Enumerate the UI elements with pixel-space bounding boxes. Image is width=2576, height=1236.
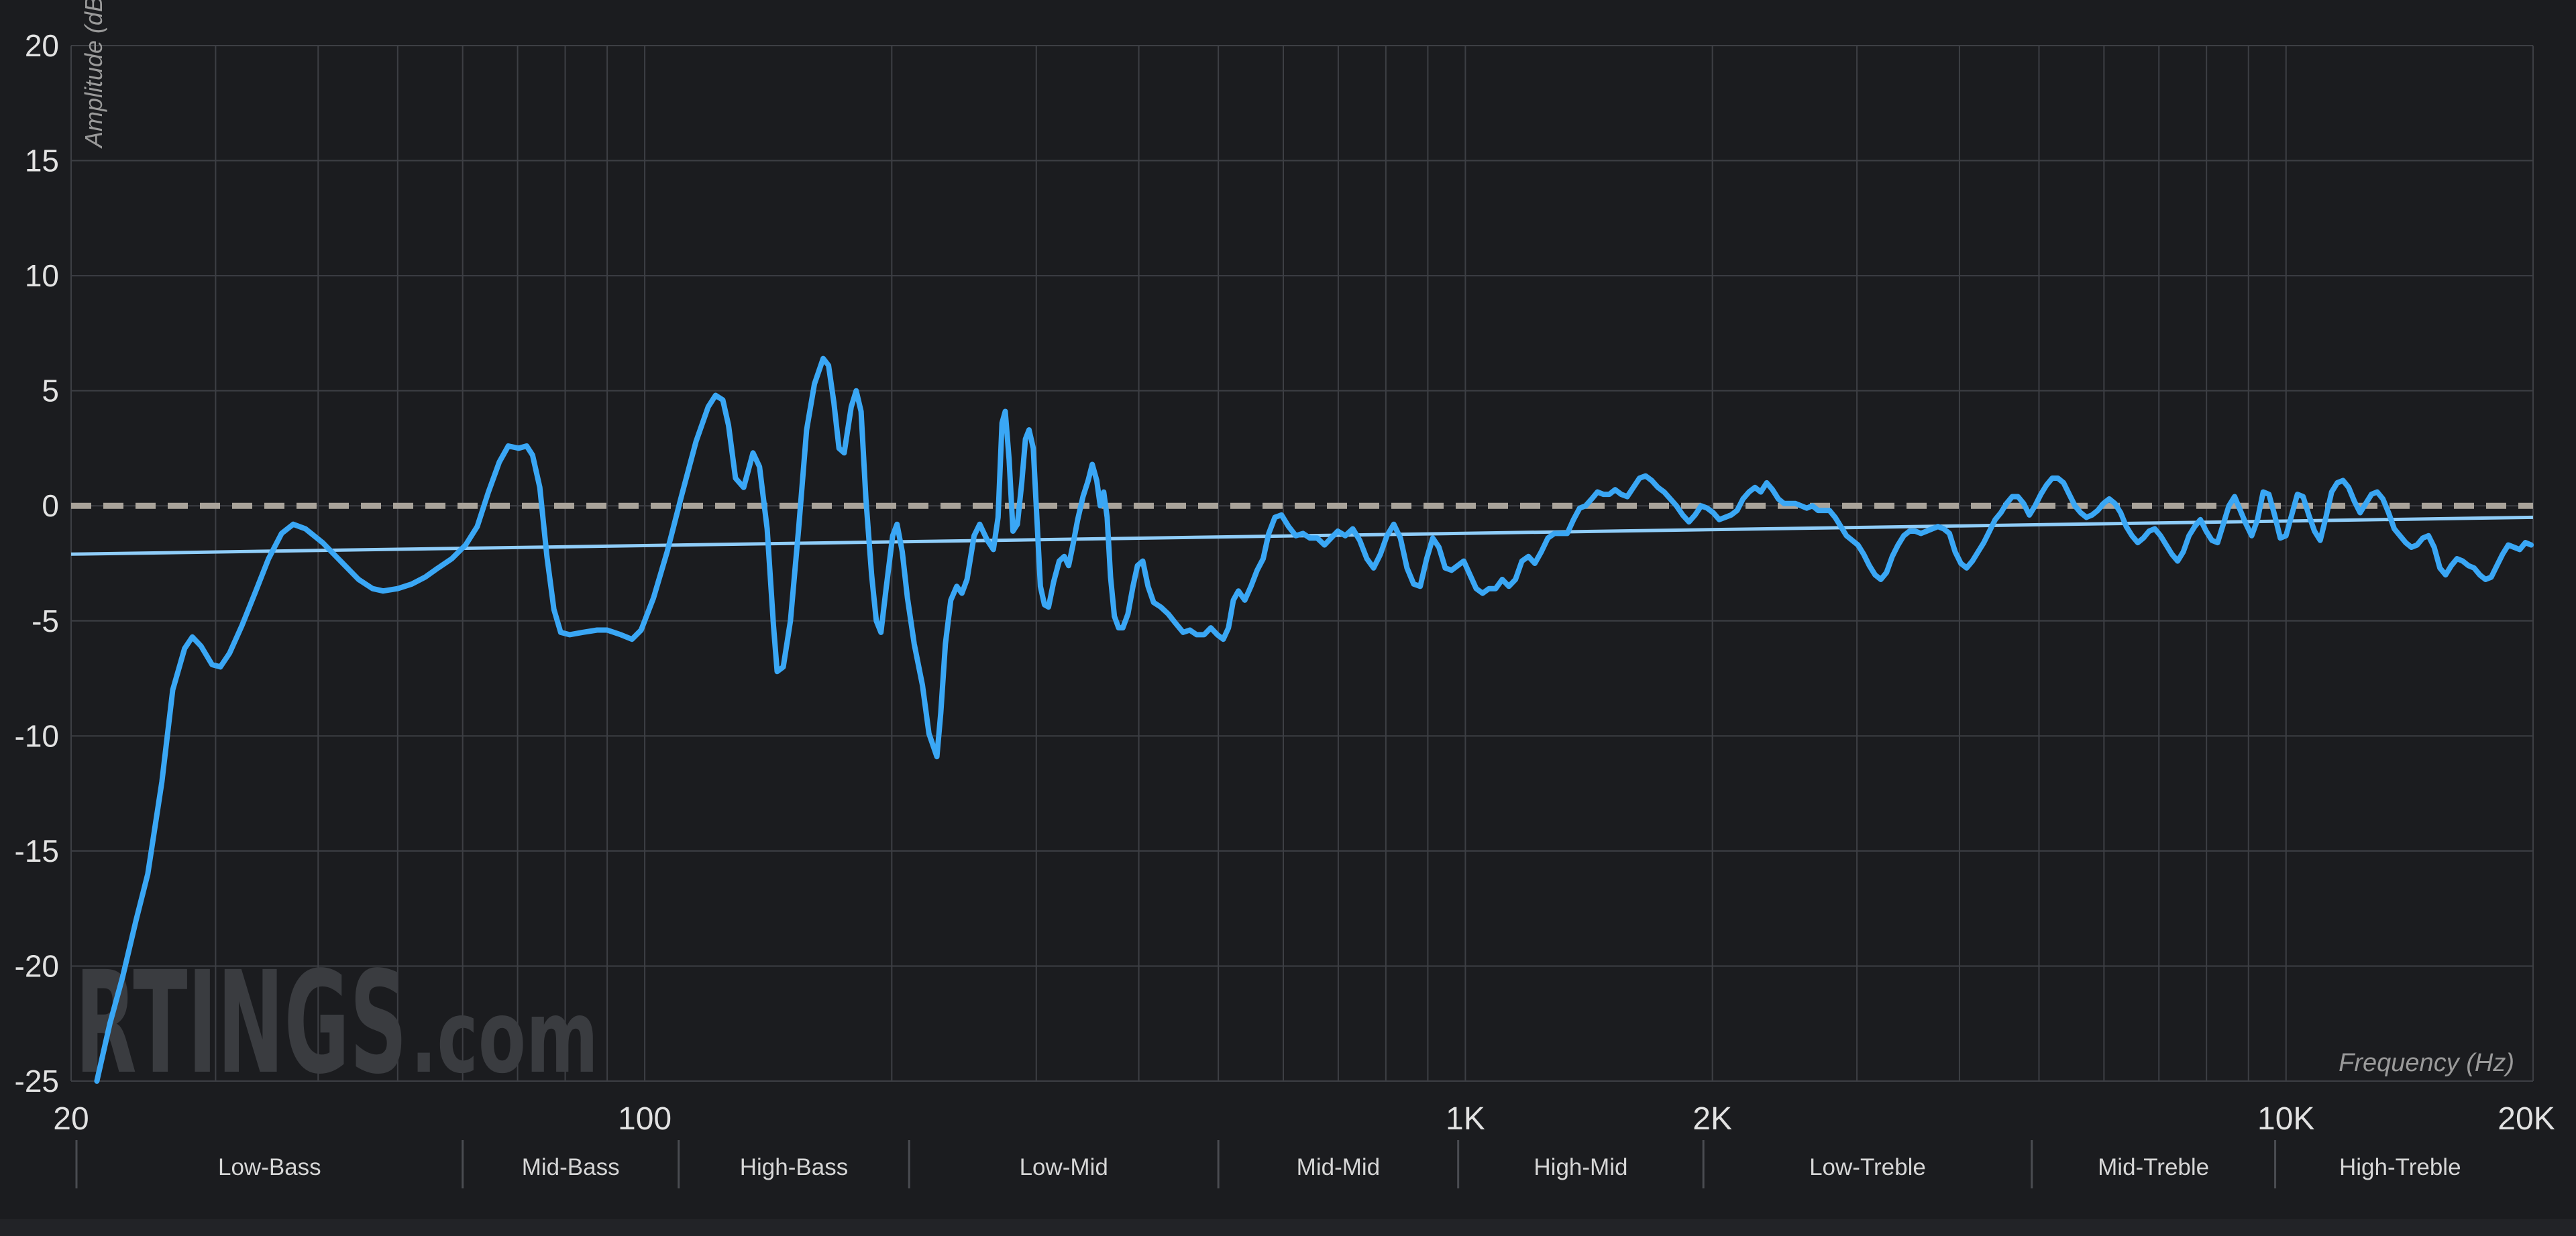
y-tick-label: -10 — [15, 718, 59, 753]
bottom-strip — [0, 1219, 2576, 1236]
y-tick-label: -25 — [15, 1064, 59, 1099]
y-tick-label: 10 — [25, 258, 59, 293]
band-label: High-Mid — [1534, 1154, 1627, 1180]
x-tick-label: 20K — [2498, 1101, 2555, 1137]
y-tick-label: 15 — [25, 144, 59, 178]
y-gridlines — [71, 45, 2533, 1082]
band-label: High-Bass — [740, 1154, 848, 1180]
y-tick-label: 5 — [42, 374, 59, 408]
y-tick-label: -5 — [32, 604, 59, 638]
band-label: Mid-Bass — [522, 1154, 620, 1180]
band-label: High-Treble — [2339, 1154, 2461, 1180]
band-label: Low-Bass — [218, 1154, 321, 1180]
frequency-response-line — [94, 355, 2534, 1084]
x-tick-label: 2K — [1693, 1101, 1732, 1137]
band-label: Low-Treble — [1809, 1154, 1926, 1180]
y-tick-label: -15 — [15, 834, 59, 868]
rtings-watermark: RTINGS .com — [75, 941, 598, 1105]
x-tick-label: 10K — [2257, 1101, 2314, 1137]
y-tick-labels: 20 15 10 5 0 -5 -10 -15 -20 -25 — [15, 28, 59, 1099]
watermark-suffix: .com — [411, 979, 598, 1096]
y-tick-label: 20 — [25, 28, 59, 63]
y-tick-label: -20 — [15, 948, 59, 983]
watermark-brand: RTINGS — [75, 941, 407, 1105]
y-axis-label: Amplitude (dBr) — [80, 0, 107, 149]
x-tick-labels: 20 100 1K 2K 10K 20K — [53, 1101, 2555, 1137]
x-tick-label: 20 — [53, 1101, 89, 1137]
series-layer — [70, 355, 2534, 1084]
y-tick-label: 0 — [42, 488, 59, 523]
band-label: Low-Mid — [1020, 1154, 1108, 1180]
x-tick-label: 100 — [618, 1101, 672, 1137]
x-tick-label: 1K — [1446, 1101, 1485, 1137]
band-label: Mid-Mid — [1297, 1154, 1380, 1180]
band-label: Mid-Treble — [2098, 1154, 2209, 1180]
frequency-bands: Low-Bass Mid-Bass High-Bass Low-Mid Mid-Mid H… — [75, 1140, 2461, 1188]
x-axis-label: Frequency (Hz) — [2339, 1049, 2514, 1077]
